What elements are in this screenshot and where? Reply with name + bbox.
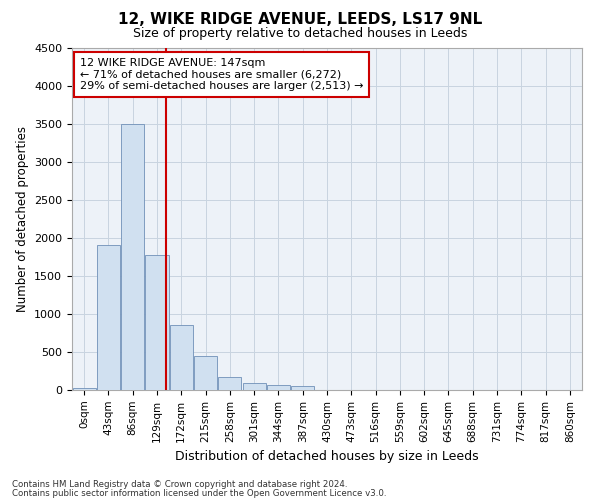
Text: Size of property relative to detached houses in Leeds: Size of property relative to detached ho… — [133, 28, 467, 40]
Bar — [218, 376, 241, 390]
Bar — [97, 246, 120, 390]
Bar — [145, 254, 169, 390]
Text: 12 WIKE RIDGE AVENUE: 147sqm
← 71% of detached houses are smaller (6,272)
29% of: 12 WIKE RIDGE AVENUE: 147sqm ← 71% of de… — [80, 58, 363, 91]
Bar — [242, 383, 266, 390]
Bar — [73, 388, 95, 390]
Text: 12, WIKE RIDGE AVENUE, LEEDS, LS17 9NL: 12, WIKE RIDGE AVENUE, LEEDS, LS17 9NL — [118, 12, 482, 28]
X-axis label: Distribution of detached houses by size in Leeds: Distribution of detached houses by size … — [175, 450, 479, 463]
Bar — [267, 385, 290, 390]
Bar — [170, 326, 193, 390]
Text: Contains HM Land Registry data © Crown copyright and database right 2024.: Contains HM Land Registry data © Crown c… — [12, 480, 347, 489]
Text: Contains public sector information licensed under the Open Government Licence v3: Contains public sector information licen… — [12, 489, 386, 498]
Bar — [291, 386, 314, 390]
Y-axis label: Number of detached properties: Number of detached properties — [16, 126, 29, 312]
Bar — [194, 356, 217, 390]
Bar — [121, 124, 144, 390]
